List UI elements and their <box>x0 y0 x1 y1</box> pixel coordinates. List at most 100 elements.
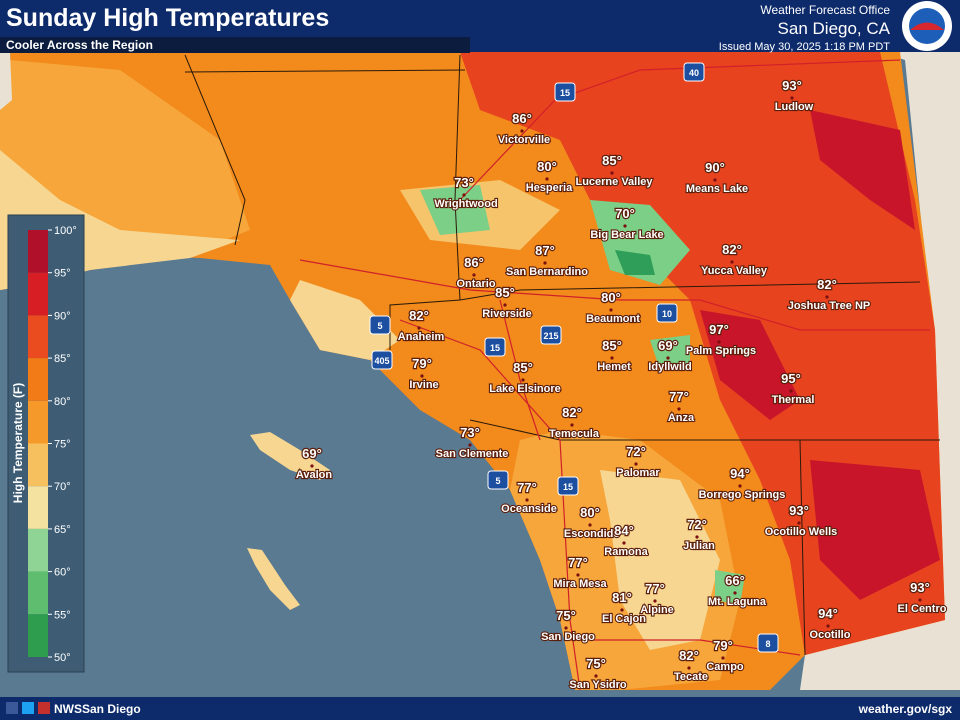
city-name: Big Bear Lake <box>590 229 663 241</box>
city-temp: 95° <box>781 371 801 386</box>
city-temp: 66° <box>725 573 745 588</box>
highway-number: 215 <box>543 331 558 341</box>
city-dot <box>594 674 598 678</box>
city-temp: 80° <box>601 290 621 305</box>
highway-number: 15 <box>560 88 570 98</box>
city-dot <box>789 389 793 393</box>
facebook-icon[interactable] <box>6 702 18 714</box>
city-dot <box>520 129 524 133</box>
city-dot <box>310 464 314 468</box>
city-dot <box>733 591 737 595</box>
city-name: Riverside <box>482 308 532 320</box>
city-name: Ocotillo Wells <box>765 526 838 538</box>
city-temp: 82° <box>409 308 429 323</box>
city-name: Thermal <box>772 394 815 406</box>
city-dot <box>790 96 794 100</box>
city-name: Julian <box>683 540 715 552</box>
city-dot <box>695 535 699 539</box>
city-dot <box>503 303 507 307</box>
city-name: Ontario <box>456 278 495 290</box>
legend-swatch <box>28 443 48 487</box>
legend-tick-label: 90° <box>54 310 71 322</box>
subtitle: Cooler Across the Region <box>6 38 153 52</box>
legend-title: High Temperature (F) <box>11 383 25 503</box>
city-temp: 82° <box>722 242 742 257</box>
city-name: Ocotillo <box>810 629 851 641</box>
city-dot <box>825 295 829 299</box>
city-name: San Diego <box>541 631 595 643</box>
issued: Issued May 30, 2025 1:18 PM PDT <box>719 41 890 53</box>
highway-number: 15 <box>563 482 573 492</box>
highway-shield <box>484 337 506 357</box>
legend-swatch <box>28 528 48 572</box>
city-dot <box>576 573 580 577</box>
city-temp: 69° <box>658 338 678 353</box>
city-name: Beaumont <box>586 313 640 325</box>
subtitle-bar <box>0 37 470 53</box>
city-temp: 75° <box>586 656 606 671</box>
highway-shield <box>369 315 391 335</box>
city-temp: 70° <box>615 206 635 221</box>
city-name: Lucerne Valley <box>575 176 653 188</box>
city-temp: 85° <box>495 285 515 300</box>
city-dot <box>687 666 691 670</box>
legend-tick-label: 85° <box>54 353 71 365</box>
city-temp: 87° <box>535 243 555 258</box>
city-dot <box>472 273 476 277</box>
legend-swatch <box>28 614 48 657</box>
city-temp: 82° <box>562 405 582 420</box>
social-handle[interactable]: NWSSan Diego <box>54 702 141 716</box>
city-dot <box>826 624 830 628</box>
city-name: Anza <box>668 412 695 424</box>
city-name: San Ysidro <box>569 679 627 691</box>
office: San Diego, CA <box>778 19 891 38</box>
city-temp: 75° <box>556 608 576 623</box>
legend-tick-label: 100° <box>54 225 77 237</box>
city-temp: 94° <box>818 606 838 621</box>
legend-tick-label: 70° <box>54 481 71 493</box>
city-temp: 93° <box>782 78 802 93</box>
twitter-icon[interactable] <box>22 702 34 714</box>
highway-number: 8 <box>765 639 770 649</box>
city-name: Mt. Laguna <box>708 596 767 608</box>
city-temp: 97° <box>709 322 729 337</box>
legend-tick-label: 80° <box>54 396 71 408</box>
city-name: Lake Elsinore <box>489 383 561 395</box>
city-name: Wrightwood <box>434 198 497 210</box>
city-temp: 81° <box>612 590 632 605</box>
highway-shield <box>371 350 393 370</box>
city-temp: 94° <box>730 466 750 481</box>
city-temp: 77° <box>568 555 588 570</box>
city-name: Irvine <box>409 379 438 391</box>
city-name: Means Lake <box>686 183 748 195</box>
city-dot <box>570 423 574 427</box>
city-dot <box>634 462 638 466</box>
city-dot <box>717 340 721 344</box>
youtube-icon[interactable] <box>38 702 50 714</box>
highway-shield <box>683 62 705 82</box>
highway-shield <box>487 470 509 490</box>
city-dot <box>521 378 525 382</box>
website[interactable]: weather.gov/sgx <box>858 702 953 716</box>
city-name: Hesperia <box>526 182 573 194</box>
legend-tick-label: 50° <box>54 652 71 664</box>
highway-shield <box>757 633 779 653</box>
city-temp: 86° <box>512 111 532 126</box>
city-temp: 82° <box>817 277 837 292</box>
footer-bar <box>0 697 960 720</box>
city-temp: 80° <box>537 159 557 174</box>
city-dot <box>420 374 424 378</box>
city-name: Escondido <box>564 528 621 540</box>
legend-swatch <box>28 571 48 615</box>
city-temp: 77° <box>517 480 537 495</box>
highway-number: 40 <box>689 68 699 78</box>
city-name: Anaheim <box>398 331 445 343</box>
city-dot <box>677 407 681 411</box>
city-dot <box>620 608 624 612</box>
legend-tick-label: 65° <box>54 524 71 536</box>
city-name: Idyllwild <box>648 361 691 373</box>
city-name: Ramona <box>604 546 648 558</box>
highway-shield <box>554 82 576 102</box>
highway-shield <box>656 303 678 323</box>
